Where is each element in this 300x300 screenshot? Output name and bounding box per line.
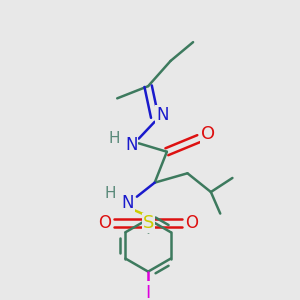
Text: O: O <box>98 214 112 232</box>
Text: I: I <box>146 284 151 300</box>
Text: O: O <box>185 214 198 232</box>
Text: N: N <box>156 106 168 124</box>
Text: S: S <box>142 214 154 232</box>
Text: O: O <box>201 125 215 143</box>
Text: H: H <box>105 186 116 201</box>
Text: H: H <box>109 131 120 146</box>
Text: N: N <box>121 194 134 212</box>
Text: N: N <box>125 136 137 154</box>
